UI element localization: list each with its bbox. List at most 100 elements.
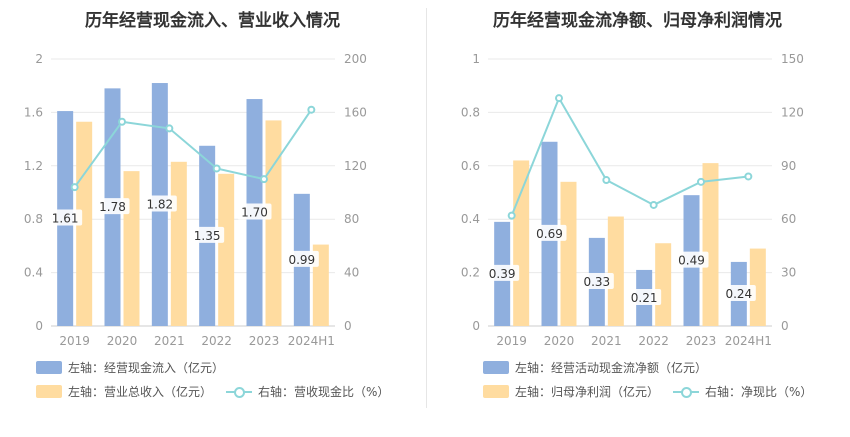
right-axis-tick-label: 0 xyxy=(781,319,789,333)
bar-series-b xyxy=(749,248,766,326)
data-label: 1.82 xyxy=(146,198,173,212)
x-axis-tick-label: 2023 xyxy=(686,334,717,348)
line-point xyxy=(70,183,79,192)
line-point xyxy=(118,117,126,126)
data-label-bg xyxy=(142,195,177,212)
netcashflow-netprofit-panel: 历年经营现金流净额、归母净利润情况 0 0.2 0.4 0.6 0.8 1 0 30 60 90 1… xyxy=(425,0,850,437)
bar-series-b xyxy=(560,181,577,326)
data-label-bg xyxy=(48,209,83,226)
legend-swatch-bar-b xyxy=(483,384,509,398)
legend-row-2: 左轴：归母净利润（亿元） 右轴：净现比（%） xyxy=(483,382,826,400)
bar-series-b xyxy=(218,173,235,326)
left-axis-tick-label: 0.4 xyxy=(24,266,43,280)
x-axis-tick-label: 2022 xyxy=(638,334,669,348)
left-axis-tick-label: 1 xyxy=(472,52,480,66)
data-label-bg xyxy=(627,288,662,305)
legend-item-bar-b[interactable]: 左轴：营业总收入（亿元） xyxy=(36,383,212,400)
left-axis-tick-label: 2 xyxy=(35,52,43,66)
legend-label: 左轴：经营现金流入（亿元） xyxy=(68,360,225,375)
data-label-bg xyxy=(674,251,709,268)
legend-swatch-bar-b xyxy=(36,384,62,398)
legend-label: 左轴：营业总收入（亿元） xyxy=(68,384,213,399)
panel-divider xyxy=(426,8,427,408)
bar-series-b xyxy=(607,216,624,326)
line-point xyxy=(602,176,611,185)
x-axis-tick-label: 2019 xyxy=(59,334,90,348)
bar-series-b xyxy=(265,120,282,326)
left-axis-tick-label: 0 xyxy=(35,319,43,333)
chart-title: 历年经营现金流入、营业收入情况 xyxy=(85,11,340,31)
legend-item-line[interactable]: 右轴：营收现金比（%） xyxy=(226,383,389,400)
data-label-bg xyxy=(95,198,130,215)
right-axis-tick-label: 150 xyxy=(781,52,804,66)
legend-item-bar-a[interactable]: 左轴：经营现金流入（亿元） xyxy=(36,359,224,376)
data-label-bg xyxy=(721,284,756,301)
right-axis-tick-label: 160 xyxy=(344,105,367,119)
line-point xyxy=(260,175,268,184)
cashflow-inflow-revenue-panel: 历年经营现金流入、营业收入情况 0 0.4 0.8 1.2 1.6 2 0 40 80 120 16… xyxy=(24,11,403,400)
bar-series-b xyxy=(170,161,187,326)
right-axis-tick-label: 90 xyxy=(781,159,796,173)
legend-swatch-line xyxy=(226,385,253,398)
x-axis-tick-label: 2020 xyxy=(107,334,138,348)
data-label: 1.35 xyxy=(194,229,221,243)
line-point xyxy=(649,200,658,209)
data-label-bg xyxy=(190,226,225,243)
bar-series-b xyxy=(655,243,672,326)
x-axis-tick-label: 2024H1 xyxy=(288,334,335,348)
data-label: 0.21 xyxy=(631,291,658,305)
right-axis-tick-label: 200 xyxy=(344,52,367,66)
line-point xyxy=(697,177,705,186)
line-series xyxy=(510,95,749,217)
data-label-bg xyxy=(237,203,272,220)
left-axis-tick-label: 0.4 xyxy=(461,212,480,226)
x-axis-tick-label: 2023 xyxy=(249,334,280,348)
line-point xyxy=(555,94,563,103)
data-label-bg xyxy=(579,272,614,289)
x-axis-tick-label: 2020 xyxy=(544,334,575,348)
right-axis-tick-label: 0 xyxy=(344,319,352,333)
line-point xyxy=(307,105,316,114)
x-axis-tick-label: 2024H1 xyxy=(725,334,772,348)
legend-label: 左轴：经营活动现金流净额（亿元） xyxy=(515,360,708,375)
bar-series-b xyxy=(702,163,719,326)
left-axis-tick-label: 0.2 xyxy=(461,266,480,280)
left-axis-tick-label: 0.8 xyxy=(461,105,480,119)
chart-title: 历年经营现金流净额、归母净利润情况 xyxy=(493,11,782,31)
left-axis-tick-label: 1.2 xyxy=(24,159,43,173)
data-label-bg xyxy=(284,250,319,267)
legend-label: 左轴：归母净利润（亿元） xyxy=(515,384,660,399)
legend-label: 右轴：净现比（%） xyxy=(705,384,813,399)
x-axis-tick-label: 2021 xyxy=(154,334,185,348)
legend-row-1: 左轴：经营现金流入（亿元） xyxy=(36,358,238,376)
data-label: 1.70 xyxy=(241,206,268,220)
x-axis-tick-label: 2019 xyxy=(496,334,527,348)
data-label: 0.69 xyxy=(536,227,563,241)
netcashflow-netprofit-chart: 0 0.2 0.4 0.6 0.8 1 0 30 60 90 120 150 2019 2020 2021 2… xyxy=(461,52,804,348)
line-series xyxy=(73,109,313,188)
right-axis-tick-label: 60 xyxy=(781,212,796,226)
legend-row-2: 左轴：营业总收入（亿元） 右轴：营收现金比（%） xyxy=(36,382,403,400)
bar-series-b xyxy=(123,171,140,326)
legend-item-bar-a[interactable]: 左轴：经营活动现金流净额（亿元） xyxy=(483,359,707,376)
cashflow-inflow-revenue-chart: 0 0.4 0.8 1.2 1.6 2 0 40 80 120 160 200 2019 2020 2021… xyxy=(24,52,367,348)
data-label: 1.61 xyxy=(52,212,79,226)
line-point xyxy=(507,211,516,220)
bar-series-b xyxy=(513,160,530,326)
data-label: 0.49 xyxy=(678,254,705,268)
data-label: 0.24 xyxy=(725,287,752,301)
x-axis-tick-label: 2021 xyxy=(591,334,622,348)
line-point xyxy=(212,164,221,173)
data-label: 0.33 xyxy=(583,275,610,289)
data-label: 0.39 xyxy=(489,267,516,281)
legend-item-line[interactable]: 右轴：净现比（%） xyxy=(673,383,812,400)
legend-swatch-line xyxy=(673,385,700,398)
legend-swatch-bar-a xyxy=(36,360,62,374)
left-axis-tick-label: 0 xyxy=(472,319,480,333)
left-axis-tick-label: 0.6 xyxy=(461,159,480,173)
right-axis-tick-label: 30 xyxy=(781,266,796,280)
bar-series-b xyxy=(76,121,93,327)
line-point xyxy=(165,124,174,133)
line-point xyxy=(744,172,753,181)
legend-item-bar-b[interactable]: 左轴：归母净利润（亿元） xyxy=(483,383,659,400)
